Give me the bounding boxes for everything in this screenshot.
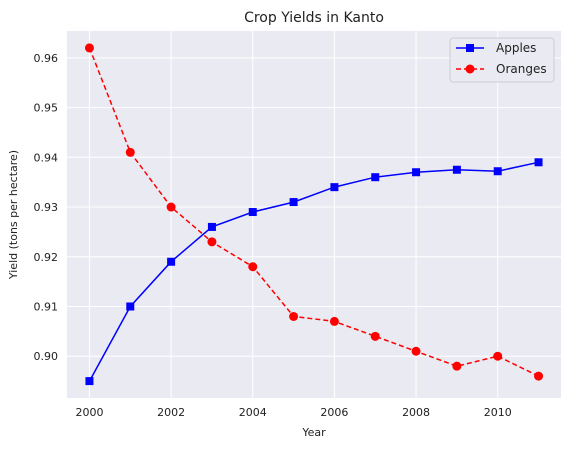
data-point-oranges	[534, 371, 544, 381]
series-layer	[84, 43, 544, 386]
data-point-apples	[371, 173, 380, 182]
legend: Apples Oranges	[449, 37, 555, 83]
y-tick-label: 0.94	[34, 151, 59, 164]
x-tick-label: 2000	[75, 406, 103, 419]
data-point-oranges	[289, 311, 299, 321]
y-tick-label: 0.91	[34, 300, 59, 313]
y-tick-label: 0.92	[34, 251, 59, 264]
data-point-oranges	[125, 147, 135, 157]
data-point-apples	[207, 222, 216, 231]
data-point-oranges	[248, 262, 258, 272]
data-point-oranges	[370, 331, 380, 341]
x-axis-label: Year	[301, 426, 326, 439]
data-point-apples	[493, 167, 502, 176]
data-point-apples	[126, 302, 135, 311]
data-point-oranges	[166, 202, 176, 212]
legend-marker-apples	[466, 44, 474, 52]
data-point-oranges	[411, 346, 421, 356]
legend-marker-oranges	[465, 64, 475, 74]
data-point-oranges	[329, 316, 339, 326]
data-point-apples	[289, 198, 298, 207]
y-axis-label: Yield (tons per hectare)	[7, 150, 20, 280]
data-point-oranges	[84, 43, 94, 53]
series-line-apples	[88, 161, 539, 382]
x-tick-label: 2006	[320, 406, 348, 419]
data-point-apples	[248, 208, 257, 217]
data-point-apples	[534, 158, 543, 167]
data-point-apples	[412, 168, 421, 177]
x-tick-label: 2004	[239, 406, 267, 419]
data-point-oranges	[452, 361, 462, 371]
data-point-apples	[167, 257, 176, 266]
data-point-apples	[452, 165, 461, 174]
y-tick-label: 0.96	[34, 52, 59, 65]
x-tick-label: 2002	[157, 406, 185, 419]
y-tick-label: 0.90	[34, 350, 59, 363]
series-line-oranges	[88, 47, 539, 377]
data-point-apples	[85, 377, 94, 386]
legend-label-apples: Apples	[496, 41, 536, 55]
y-tick-label: 0.95	[34, 102, 59, 115]
data-point-oranges	[493, 351, 503, 361]
data-point-apples	[330, 183, 339, 192]
legend-label-oranges: Oranges	[496, 62, 547, 76]
plot-area	[67, 31, 561, 398]
legend-box	[449, 37, 555, 83]
tick-labels: 2000 2002 2004 2006 2008 2010 0.90 0.91 0.92 0.93…	[34, 52, 512, 419]
data-point-oranges	[207, 237, 217, 247]
y-tick-label: 0.93	[34, 201, 59, 214]
x-tick-label: 2008	[402, 406, 430, 419]
x-tick-label: 2010	[484, 406, 512, 419]
chart-title: Crop Yields in Kanto	[244, 10, 384, 26]
